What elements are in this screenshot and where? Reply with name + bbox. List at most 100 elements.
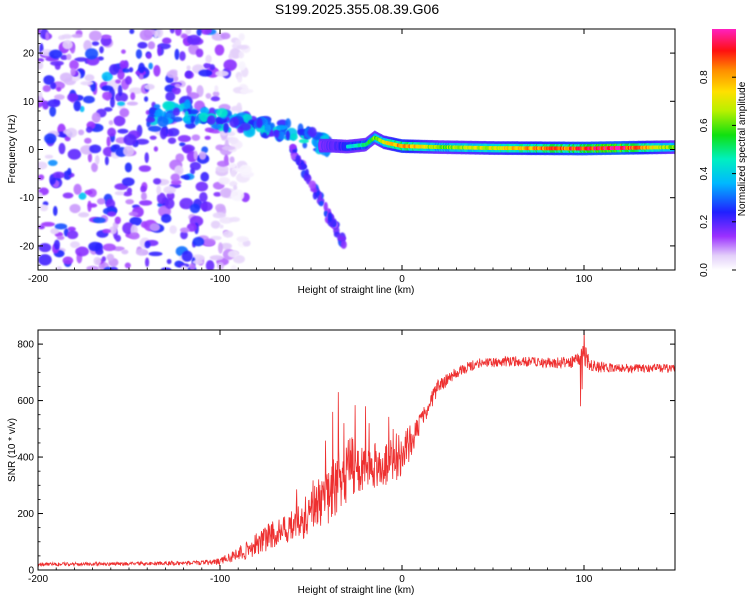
- spectrogram-noise-blob: [108, 120, 114, 126]
- spectrogram-noise-blob: [124, 162, 132, 173]
- spectrogram-noise-blob: [125, 199, 135, 205]
- spectrogram-y-tick-label: -20: [20, 241, 35, 252]
- spectrogram-noise-blob: [221, 145, 236, 151]
- spectrogram-noise-blob: [121, 249, 129, 255]
- spectrogram-noise-blob: [85, 126, 93, 133]
- spectrogram-noise-blob: [84, 189, 93, 195]
- spectrogram-noise-blob: [144, 240, 151, 249]
- spectrogram-noise-blob: [194, 255, 205, 262]
- spectrogram-noise-blob: [67, 92, 79, 102]
- spectrogram-arm-blob: [216, 108, 228, 118]
- spectrogram-noise-blob: [50, 228, 60, 235]
- spectrogram-noise-blob: [113, 115, 126, 127]
- spectrogram-arm-blob: [145, 116, 156, 123]
- spectrogram-noise-blob: [52, 171, 65, 179]
- spectrogram-noise-blob: [96, 198, 106, 205]
- spectrogram-noise-blob: [218, 177, 230, 185]
- spectrogram-noise-blob: [213, 191, 222, 197]
- spectrogram-noise-blob: [204, 135, 211, 140]
- spectrogram-noise-blob: [53, 98, 60, 105]
- spectrogram-noise-blob: [145, 257, 150, 268]
- snr-plot-area: [38, 330, 675, 570]
- spectrogram-noise-blob: [93, 256, 102, 266]
- spectrogram-noise-blob: [174, 83, 181, 88]
- spectrogram-noise-blob: [62, 256, 74, 265]
- spectrogram-noise-blob: [183, 174, 190, 180]
- spectrogram-noise-blob: [193, 150, 198, 161]
- spectrogram-noise-blob: [179, 51, 186, 61]
- spectrogram-noise-blob: [185, 70, 193, 79]
- spectrogram-noise-blob: [109, 266, 119, 270]
- spectrogram-noise-blob: [156, 185, 161, 195]
- spectrogram-noise-blob: [83, 40, 92, 52]
- spectrogram-noise-blob: [91, 41, 100, 46]
- spectrogram-tail-blob: [312, 191, 318, 200]
- spectrogram-noise-blob: [123, 191, 133, 197]
- spectrogram-noise-blob: [45, 31, 50, 41]
- snr-x-tick-label: 0: [399, 574, 405, 585]
- spectrogram-noise-blob: [195, 181, 209, 192]
- spectrogram-noise-blob: [108, 64, 119, 76]
- spectrogram-noise-blob: [143, 96, 149, 102]
- spectrogram-arm-blob: [207, 115, 216, 126]
- spectrogram-noise-blob: [60, 54, 68, 60]
- spectrogram-arm-blob: [163, 102, 175, 109]
- snr-panel: -200 -100 0 100 0 200 400 600 800 Height of str…: [7, 329, 676, 596]
- spectrogram-noise-blob: [115, 234, 122, 242]
- spectrogram-noise-blob: [167, 137, 177, 145]
- spectrogram-noise-blob: [227, 250, 239, 258]
- spectrogram-noise-blob: [54, 94, 65, 100]
- spectrogram-arm-blob: [165, 112, 172, 119]
- spectrogram-noise-blob: [50, 60, 64, 66]
- spectrogram-noise-blob: [38, 174, 45, 181]
- spectrogram-noise-blob: [216, 160, 230, 167]
- spectrogram-noise-blob: [169, 29, 175, 34]
- spectrogram-noise-blob: [100, 34, 112, 39]
- spectrogram-noise-blob: [205, 260, 215, 270]
- spectrogram-noise-blob: [214, 44, 225, 56]
- spectrogram-noise-blob: [137, 41, 148, 49]
- spectrogram-noise-blob: [70, 67, 76, 77]
- spectrogram-noise-blob: [230, 169, 237, 177]
- spectrogram-noise-blob: [187, 34, 201, 46]
- snr-y-label: SNR (10 * v/v): [7, 418, 18, 482]
- spectrogram-noise-blob: [149, 135, 157, 140]
- spectrogram-noise-blob: [204, 127, 215, 133]
- spectrogram-noise-blob: [164, 198, 175, 209]
- spectrogram-noise-blob: [180, 227, 190, 233]
- spectrogram-noise-blob: [123, 133, 137, 146]
- spectrogram-tail-blob: [316, 190, 320, 197]
- spectrogram-noise-blob: [69, 203, 81, 214]
- spectrogram-noise-blob: [215, 70, 229, 77]
- spectrogram-noise-blob: [117, 84, 123, 97]
- spectrogram-noise-blob: [74, 57, 89, 62]
- snr-x-tick-label: 100: [576, 574, 593, 585]
- spectrogram-noise-blob: [199, 191, 208, 203]
- spectrogram-y-tick-label: -10: [20, 193, 35, 204]
- colorbar-tick-label: 0.6: [699, 118, 710, 132]
- spectrogram-noise-blob: [88, 241, 102, 252]
- spectrogram-noise-blob: [196, 29, 202, 37]
- spectrogram-noise-blob: [87, 152, 93, 163]
- chart-title: S199.2025.355.08.39.G06: [275, 1, 439, 17]
- spectrogram-noise-blob: [117, 128, 129, 134]
- spectrogram-arm-blob: [149, 108, 156, 115]
- spectrogram-noise-blob: [115, 79, 122, 84]
- snr-y-tick-label: 0: [28, 566, 34, 577]
- spectrogram-noise-blob: [210, 220, 221, 229]
- spectrogram-noise-blob: [229, 156, 235, 164]
- spectrogram-noise-blob: [58, 142, 66, 155]
- spectrogram-noise-blob: [49, 106, 57, 117]
- spectrogram-noise-blob: [87, 200, 92, 213]
- spectrogram-arm-blob: [273, 129, 280, 138]
- spectrogram-noise-blob: [138, 165, 152, 172]
- spectrogram-noise-blob: [220, 32, 231, 40]
- spectrogram-arm-blob: [153, 109, 165, 118]
- snr-x-tick-label: -200: [28, 574, 48, 585]
- spectrogram-noise-blob: [113, 144, 121, 150]
- spectrogram-noise-blob: [49, 49, 63, 59]
- spectrogram-x-tick-label: -200: [28, 274, 48, 285]
- spectrogram-noise-blob: [200, 29, 212, 35]
- spectrogram-x-label: Height of straight line (km): [298, 285, 415, 296]
- spectrogram-noise-blob: [161, 37, 172, 45]
